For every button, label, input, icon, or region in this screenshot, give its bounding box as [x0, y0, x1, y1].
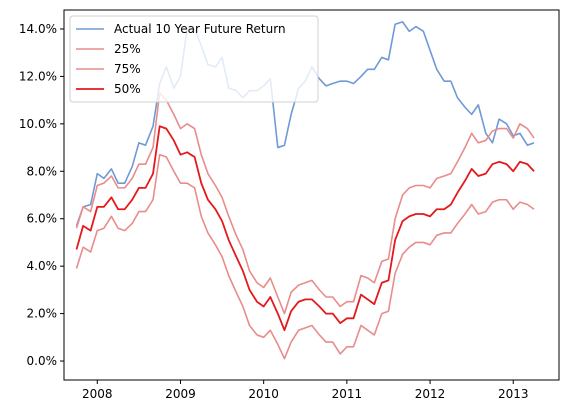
x-tick-label: 2011	[332, 387, 363, 401]
x-tick-label: 2010	[248, 387, 279, 401]
y-axis: 0.0% 2.0% 4.0% 6.0% 8.0% 10.0% 12.0% 14.0%	[19, 22, 64, 368]
series-line-2	[75, 92, 535, 315]
y-tick-label: 0.0%	[27, 354, 58, 368]
x-tick-label: 2012	[415, 387, 446, 401]
y-tick-label: 8.0%	[27, 164, 58, 178]
x-axis: 2008 2009 2010 2011 2012 2013	[82, 380, 529, 401]
y-tick-label: 6.0%	[27, 212, 58, 226]
plot-frame	[63, 9, 560, 381]
legend-label-3: 50%	[114, 82, 141, 96]
series-line-1	[75, 153, 535, 360]
legend-box	[69, 15, 319, 103]
y-tick-label: 4.0%	[27, 259, 58, 273]
y-tick-label: 2.0%	[27, 307, 58, 321]
x-tick-label: 2008	[82, 387, 113, 401]
series-line-3	[75, 125, 535, 332]
x-tick-label: 2009	[165, 387, 196, 401]
legend-label-1: 25%	[114, 42, 141, 56]
x-tick-label: 2013	[498, 387, 529, 401]
legend-label-0: Actual 10 Year Future Return	[114, 22, 286, 36]
y-tick-label: 10.0%	[19, 117, 57, 131]
legend-label-2: 75%	[114, 62, 141, 76]
y-tick-label: 14.0%	[19, 22, 57, 36]
y-tick-label: 12.0%	[19, 69, 57, 83]
legend: Actual 10 Year Future Return 25% 75% 50%	[69, 15, 319, 103]
